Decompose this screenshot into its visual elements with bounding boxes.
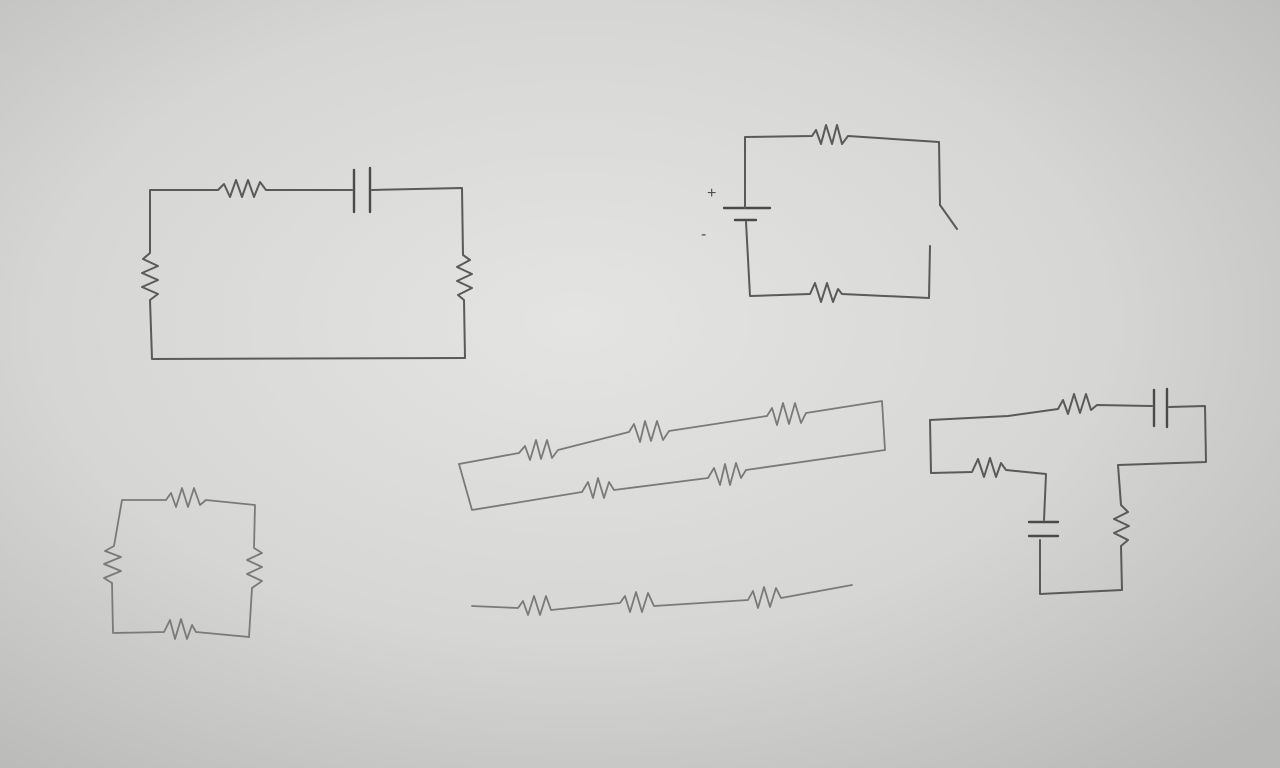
wire-top-left-segment	[149, 179, 353, 198]
wire-battery-bottom	[745, 221, 931, 303]
switch-arm	[939, 204, 958, 230]
battery-plus-sign: +	[707, 185, 716, 202]
circuit-rc-loop	[141, 166, 473, 360]
wire-three-resistor-line	[471, 584, 853, 616]
battery-minus-sign: -	[701, 226, 706, 243]
wire-square-bottom-left	[103, 499, 250, 640]
circuit-t-network	[929, 387, 1207, 595]
circuit-series-parallelogram	[458, 400, 886, 511]
wire-t-top	[929, 393, 1153, 421]
wire-square-top-right	[121, 487, 263, 638]
wire-top-right-segment	[371, 187, 473, 359]
circuit-battery-switch: + -	[701, 124, 958, 303]
wire-t-left	[929, 419, 1047, 521]
wire-battery-top	[744, 124, 941, 209]
wire-lower-series	[458, 449, 886, 511]
circuit-four-resistor-square	[103, 487, 263, 640]
wire-upper-series	[458, 400, 886, 465]
wire-bottom-left-loop	[141, 189, 466, 360]
wire-t-right	[1039, 405, 1207, 595]
circuit-open-series-line	[471, 584, 853, 616]
